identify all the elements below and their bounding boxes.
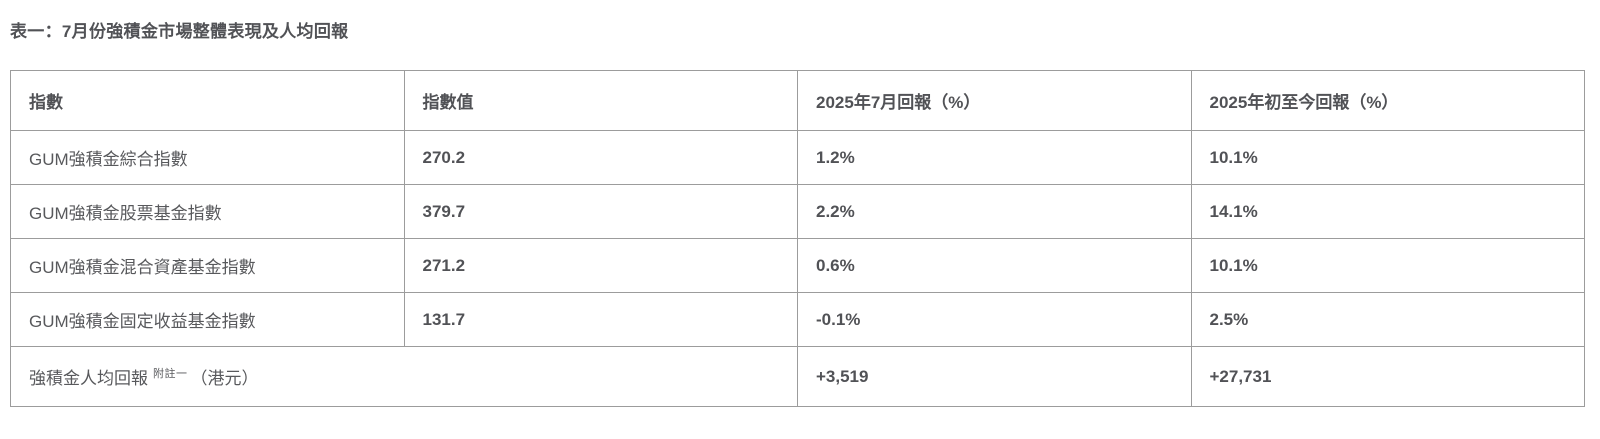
per-capita-return-row: 強積金人均回報 附註一 （港元） +3,519 +27,731 [10,346,1585,407]
ytd-return-cell: +27,731 [1190,346,1585,407]
col-header-index: 指數 [10,70,405,131]
page: 表一：7月份強積金市場整體表現及人均回報 指數 指數值 2025年7月回報（%）… [10,22,1585,407]
col-header-ytd-return: 2025年初至今回報（%） [1190,70,1585,131]
per-capita-unit: （港元） [190,369,259,388]
col-header-july-return: 2025年7月回報（%） [797,70,1192,131]
table-header: 指數 指數值 2025年7月回報（%） 2025年初至今回報（%） [10,70,1585,131]
table-body: GUM強積金綜合指數 270.2 1.2% 10.1% GUM強積金股票基金指數… [10,130,1585,407]
index-name-cell: GUM強積金綜合指數 [10,130,405,185]
index-value-cell: 270.2 [403,130,798,185]
table-row: GUM強積金股票基金指數 379.7 2.2% 14.1% [10,184,1585,239]
july-return-cell: 0.6% [797,238,1192,293]
col-header-index-value: 指數值 [403,70,798,131]
index-name-cell: GUM強積金固定收益基金指數 [10,292,405,347]
footnote-marker: 附註一 [153,368,188,380]
index-value-cell: 131.7 [403,292,798,347]
july-return-cell: 1.2% [797,130,1192,185]
per-capita-label: 強積金人均回報 [29,369,148,388]
table-row: GUM強積金固定收益基金指數 131.7 -0.1% 2.5% [10,292,1585,347]
page-title: 表一：7月份強積金市場整體表現及人均回報 [10,22,349,41]
index-value-cell: 271.2 [403,238,798,293]
july-return-cell: 2.2% [797,184,1192,239]
table-row: GUM強積金綜合指數 270.2 1.2% 10.1% [10,130,1585,185]
july-return-cell: +3,519 [797,346,1192,407]
ytd-return-cell: 2.5% [1190,292,1585,347]
ytd-return-cell: 10.1% [1190,130,1585,185]
index-value-cell: 379.7 [403,184,798,239]
ytd-return-cell: 14.1% [1190,184,1585,239]
july-return-cell: -0.1% [797,292,1192,347]
header-row: 指數 指數值 2025年7月回報（%） 2025年初至今回報（%） [10,70,1585,131]
mpf-performance-table: 指數 指數值 2025年7月回報（%） 2025年初至今回報（%） GUM強積金… [10,70,1585,407]
index-name-cell: GUM強積金混合資產基金指數 [10,238,405,293]
ytd-return-cell: 10.1% [1190,238,1585,293]
per-capita-label-cell: 強積金人均回報 附註一 （港元） [10,346,798,407]
table-row: GUM強積金混合資產基金指數 271.2 0.6% 10.1% [10,238,1585,293]
index-name-cell: GUM強積金股票基金指數 [10,184,405,239]
